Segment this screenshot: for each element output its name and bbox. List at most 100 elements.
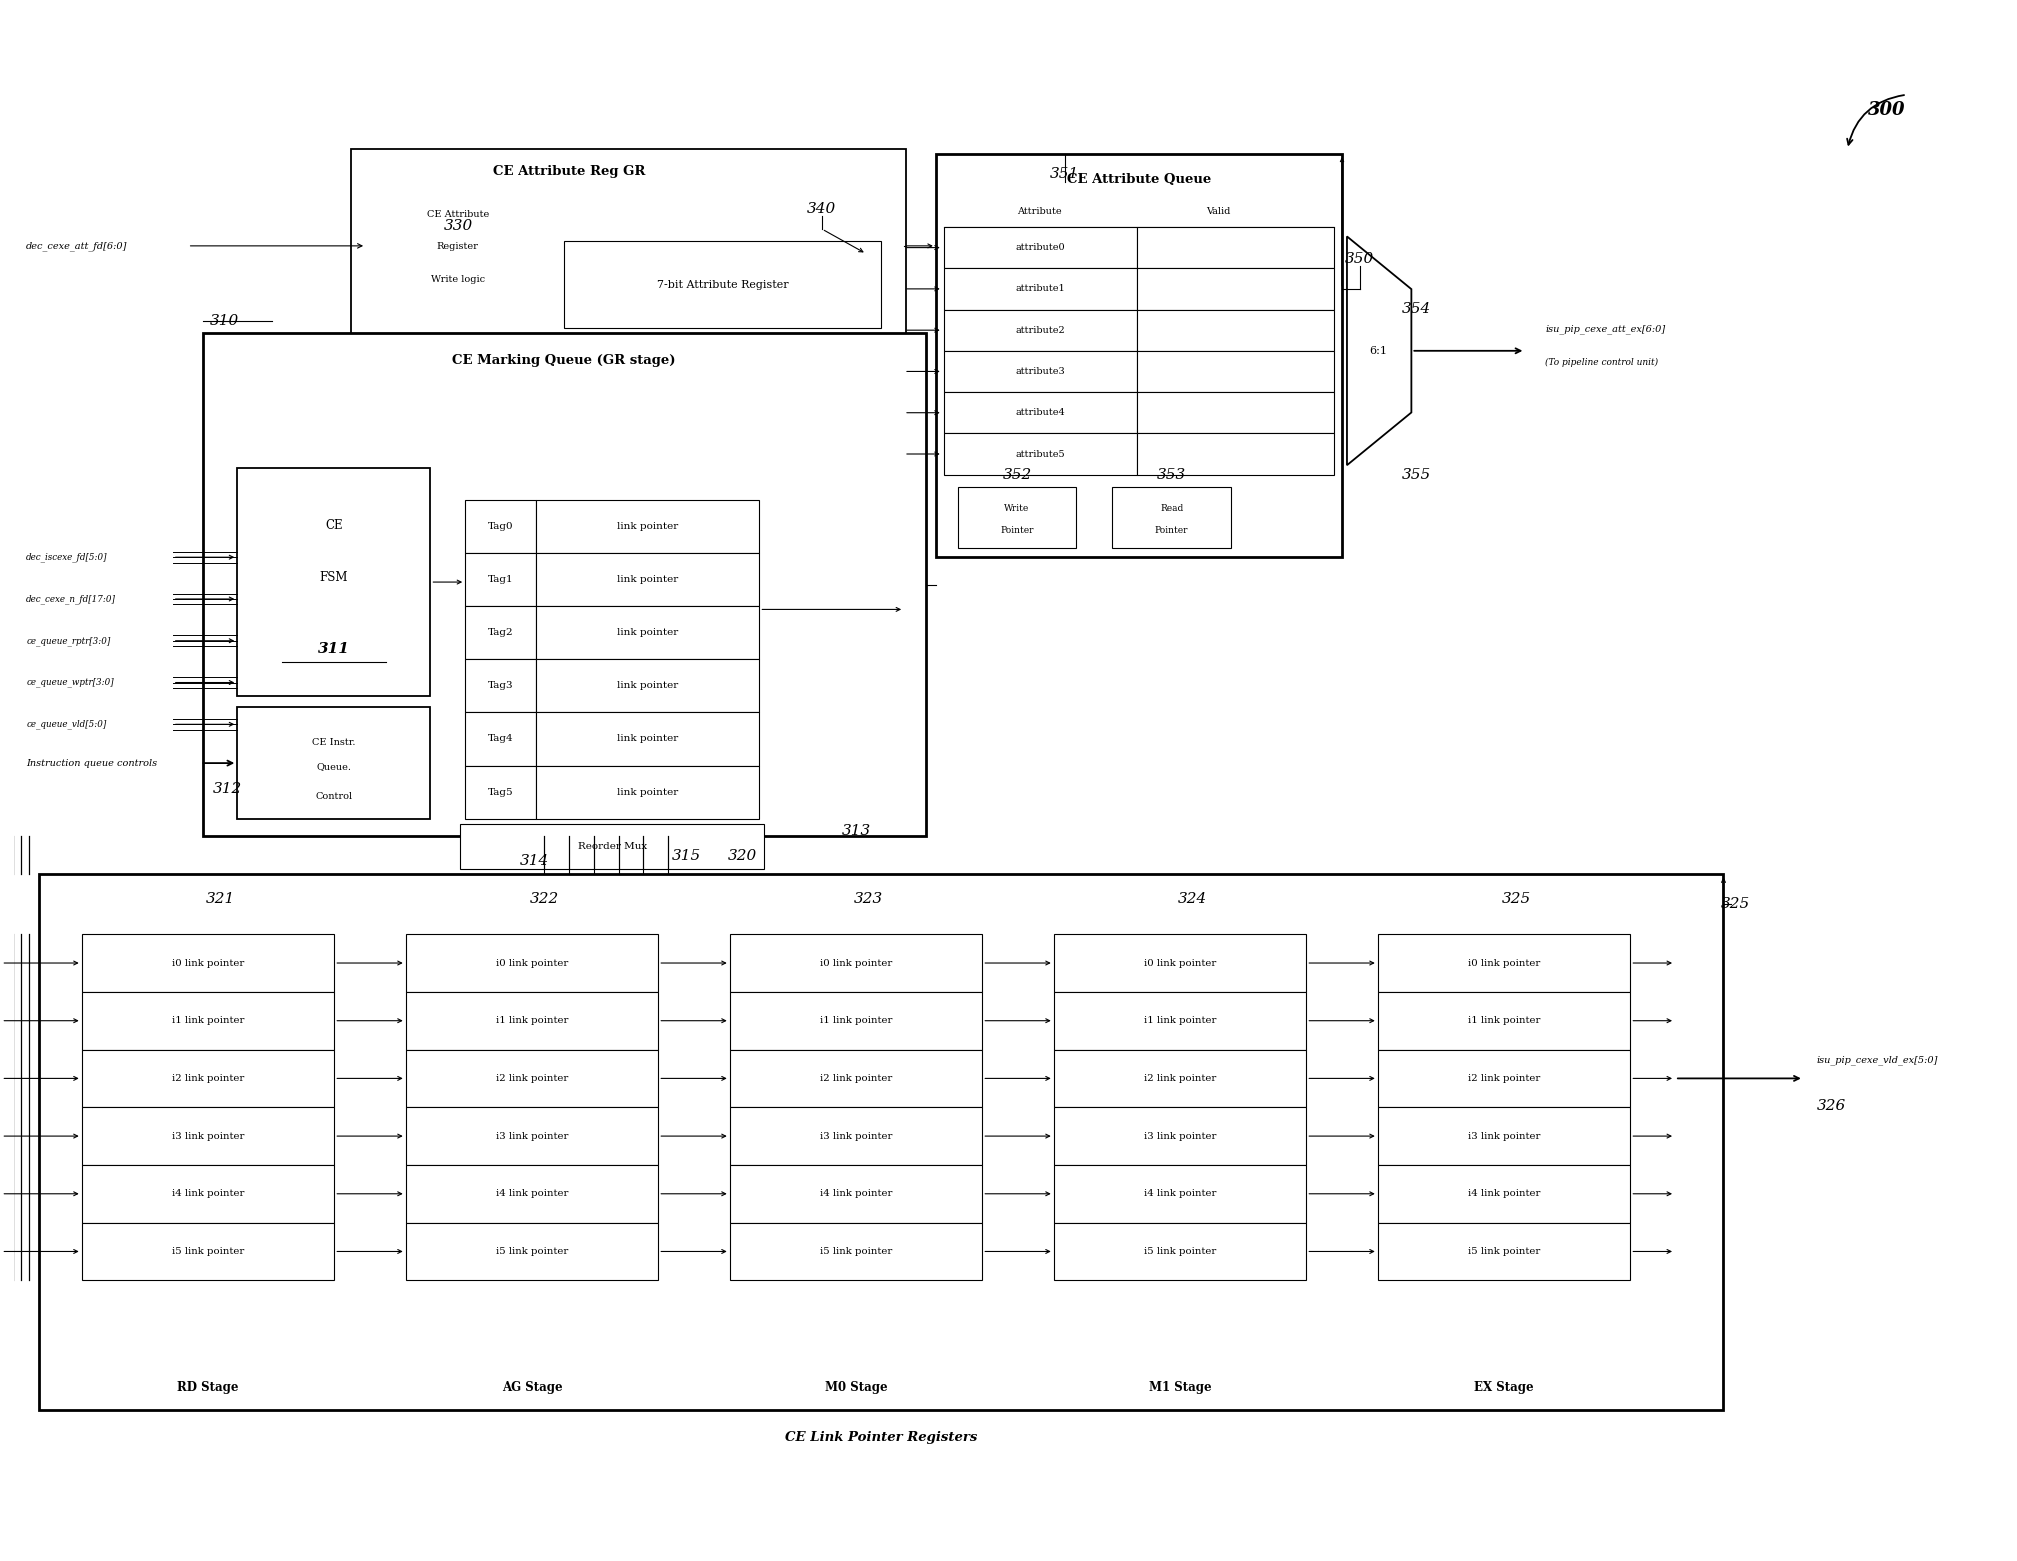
- Text: attribute1: attribute1: [1015, 284, 1065, 293]
- Text: 325: 325: [1721, 898, 1751, 912]
- Text: CE Attribute: CE Attribute: [426, 209, 488, 219]
- Text: i1 link pointer: i1 link pointer: [1468, 1016, 1541, 1026]
- Text: i0 link pointer: i0 link pointer: [1468, 958, 1541, 968]
- Text: Write: Write: [1004, 504, 1029, 512]
- Text: 310: 310: [210, 314, 238, 328]
- Bar: [1138, 434, 1333, 475]
- Text: 326: 326: [1817, 1099, 1846, 1113]
- Bar: [466, 553, 537, 606]
- Text: FSM: FSM: [319, 571, 349, 584]
- Bar: [730, 1049, 982, 1107]
- Text: dec_cexe_n_fd[17:0]: dec_cexe_n_fd[17:0]: [26, 595, 117, 604]
- Text: attribute2: attribute2: [1015, 326, 1065, 334]
- Text: 340: 340: [807, 201, 837, 215]
- Text: i3 link pointer: i3 link pointer: [496, 1132, 569, 1141]
- Bar: [405, 1107, 658, 1165]
- Bar: [1378, 1165, 1630, 1222]
- Text: 321: 321: [206, 893, 236, 907]
- Text: i3 link pointer: i3 link pointer: [819, 1132, 892, 1141]
- Text: i5 link pointer: i5 link pointer: [819, 1247, 892, 1257]
- Bar: [405, 1222, 658, 1280]
- Bar: [81, 1222, 335, 1280]
- Text: 300: 300: [1868, 100, 1906, 119]
- Text: Tag5: Tag5: [488, 788, 514, 796]
- Bar: [466, 765, 537, 820]
- Bar: [1378, 1222, 1630, 1280]
- Bar: [944, 392, 1138, 434]
- Text: attribute5: attribute5: [1015, 450, 1065, 459]
- Bar: [944, 309, 1138, 351]
- Text: i4 link pointer: i4 link pointer: [1144, 1189, 1216, 1199]
- Bar: [730, 933, 982, 991]
- Text: Pointer: Pointer: [1000, 526, 1035, 535]
- Text: Reorder Mux: Reorder Mux: [577, 841, 647, 851]
- Text: i0 link pointer: i0 link pointer: [819, 958, 892, 968]
- Text: 352: 352: [1002, 468, 1031, 482]
- Text: 315: 315: [672, 849, 700, 863]
- Text: 320: 320: [728, 849, 756, 863]
- Bar: [537, 606, 758, 659]
- Text: 330: 330: [444, 219, 472, 233]
- Text: Write logic: Write logic: [430, 275, 484, 284]
- Bar: [1111, 487, 1230, 548]
- Bar: [730, 991, 982, 1049]
- Bar: [460, 824, 764, 868]
- Bar: [38, 874, 1723, 1410]
- Text: M0 Stage: M0 Stage: [825, 1381, 887, 1394]
- Bar: [1053, 1049, 1307, 1107]
- Bar: [466, 712, 537, 765]
- Text: Tag1: Tag1: [488, 574, 514, 584]
- Text: Attribute: Attribute: [1017, 206, 1063, 215]
- Bar: [351, 150, 906, 353]
- Bar: [466, 606, 537, 659]
- Bar: [81, 991, 335, 1049]
- Bar: [1138, 309, 1333, 351]
- Text: 354: 354: [1402, 301, 1430, 315]
- Text: link pointer: link pointer: [617, 574, 678, 584]
- Text: Control: Control: [315, 793, 353, 801]
- Bar: [81, 1049, 335, 1107]
- Text: i1 link pointer: i1 link pointer: [496, 1016, 569, 1026]
- Bar: [936, 155, 1341, 557]
- Bar: [405, 991, 658, 1049]
- Bar: [1378, 1049, 1630, 1107]
- Bar: [944, 226, 1138, 268]
- Text: Valid: Valid: [1206, 206, 1230, 215]
- Text: ce_queue_vld[5:0]: ce_queue_vld[5:0]: [26, 720, 107, 729]
- Text: Read: Read: [1160, 504, 1184, 512]
- Text: 6:1: 6:1: [1370, 347, 1388, 356]
- Text: Tag3: Tag3: [488, 681, 514, 690]
- Text: CE Instr.: CE Instr.: [313, 738, 355, 746]
- Bar: [537, 553, 758, 606]
- Text: Queue.: Queue.: [317, 763, 351, 771]
- Bar: [405, 1165, 658, 1222]
- Text: 324: 324: [1178, 893, 1208, 907]
- Text: i0 link pointer: i0 link pointer: [171, 958, 244, 968]
- Text: 312: 312: [212, 782, 242, 796]
- Text: Instruction queue controls: Instruction queue controls: [26, 759, 157, 768]
- Bar: [537, 765, 758, 820]
- Text: i1 link pointer: i1 link pointer: [171, 1016, 244, 1026]
- Bar: [81, 933, 335, 991]
- Text: i2 link pointer: i2 link pointer: [819, 1074, 892, 1083]
- Bar: [1053, 1165, 1307, 1222]
- Bar: [1053, 991, 1307, 1049]
- Text: i3 link pointer: i3 link pointer: [1144, 1132, 1216, 1141]
- Text: 313: 313: [841, 824, 871, 838]
- Text: i2 link pointer: i2 link pointer: [496, 1074, 569, 1083]
- Bar: [944, 268, 1138, 309]
- Text: 323: 323: [853, 893, 883, 907]
- Text: 325: 325: [1503, 893, 1531, 907]
- Text: link pointer: link pointer: [617, 628, 678, 637]
- Text: Tag4: Tag4: [488, 735, 514, 743]
- Bar: [1138, 392, 1333, 434]
- Text: Pointer: Pointer: [1156, 526, 1188, 535]
- Text: attribute0: attribute0: [1015, 244, 1065, 253]
- Text: i1 link pointer: i1 link pointer: [819, 1016, 892, 1026]
- Text: CE: CE: [325, 518, 343, 532]
- Bar: [405, 933, 658, 991]
- Bar: [238, 707, 430, 820]
- Text: i2 link pointer: i2 link pointer: [1468, 1074, 1541, 1083]
- Bar: [1138, 351, 1333, 392]
- Text: i4 link pointer: i4 link pointer: [171, 1189, 244, 1199]
